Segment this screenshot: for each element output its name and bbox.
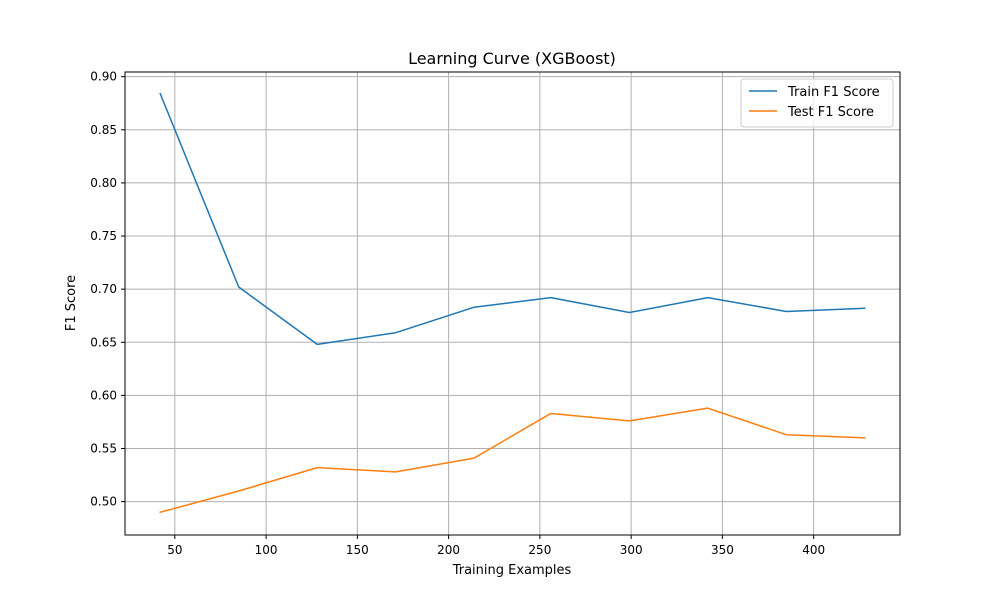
y-axis-label: F1 Score [64, 275, 79, 331]
y-tick-label: 0.60 [90, 388, 117, 402]
x-axis-label: Training Examples [452, 563, 572, 578]
y-tick-label: 0.90 [90, 70, 117, 84]
x-tick-label: 100 [255, 543, 278, 557]
legend-box [740, 78, 894, 128]
series-line-train [159, 92, 866, 346]
legend-label: Train F1 Score [787, 85, 880, 100]
chart-title: Learning Curve (XGBoost) [408, 49, 616, 68]
x-tick-label: 50 [167, 543, 182, 557]
legend: Train F1 Score Test F1 Score [740, 78, 894, 128]
y-tick-label: 0.55 [90, 442, 117, 456]
y-axis-ticks: 0.50 0.55 0.60 0.65 0.70 0.75 0.80 0.85 0.90 [90, 70, 125, 509]
grid-lines [125, 72, 900, 535]
x-tick-label: 400 [802, 543, 825, 557]
y-tick-label: 0.80 [90, 176, 117, 190]
y-tick-label: 0.85 [90, 123, 117, 137]
x-tick-label: 200 [437, 543, 460, 557]
series-line-test [159, 407, 866, 514]
plot-frame [124, 71, 901, 536]
x-tick-label: 300 [620, 543, 643, 557]
x-axis-ticks: 50 100 150 200 250 300 350 400 [167, 535, 825, 557]
series-layer [159, 92, 866, 514]
y-tick-label: 0.65 [90, 335, 117, 349]
x-tick-label: 150 [346, 543, 369, 557]
x-tick-label: 250 [528, 543, 551, 557]
y-tick-label: 0.75 [90, 229, 117, 243]
x-tick-label: 350 [711, 543, 734, 557]
legend-label: Test F1 Score [787, 105, 874, 120]
y-tick-label: 0.70 [90, 282, 117, 296]
y-tick-label: 0.50 [90, 495, 117, 509]
